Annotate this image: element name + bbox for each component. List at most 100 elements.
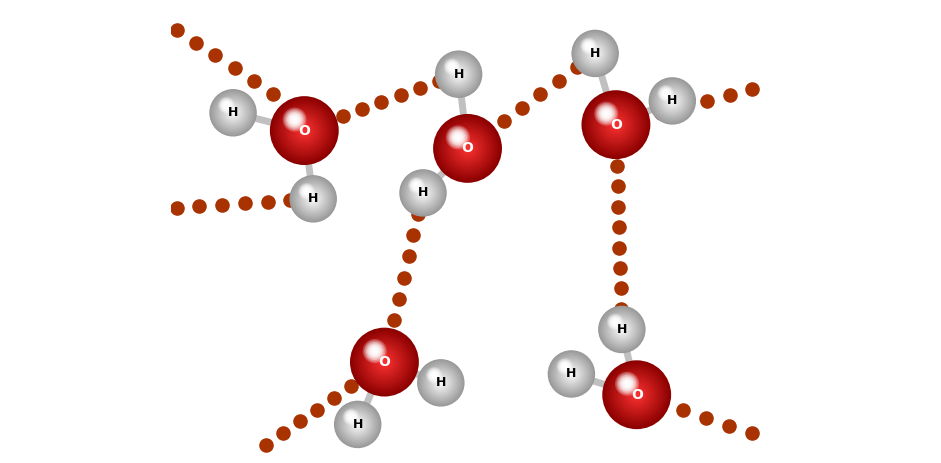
Circle shape xyxy=(596,104,636,145)
Circle shape xyxy=(340,406,375,443)
Circle shape xyxy=(431,373,451,392)
Circle shape xyxy=(293,178,334,219)
Circle shape xyxy=(580,38,610,69)
Circle shape xyxy=(366,344,403,381)
Circle shape xyxy=(614,373,659,417)
Circle shape xyxy=(426,367,442,383)
Circle shape xyxy=(404,173,443,213)
Point xyxy=(630,391,645,399)
Circle shape xyxy=(441,122,494,175)
Text: H: H xyxy=(454,68,464,81)
Circle shape xyxy=(610,318,633,341)
Circle shape xyxy=(568,371,575,377)
Circle shape xyxy=(440,56,477,93)
Circle shape xyxy=(220,100,246,125)
Circle shape xyxy=(447,128,488,169)
Circle shape xyxy=(449,65,468,84)
Circle shape xyxy=(551,354,591,394)
Circle shape xyxy=(224,103,229,107)
Circle shape xyxy=(371,348,398,376)
Circle shape xyxy=(667,95,678,106)
Circle shape xyxy=(651,80,694,122)
Circle shape xyxy=(372,348,377,354)
Circle shape xyxy=(297,124,311,138)
Point xyxy=(343,382,358,389)
Circle shape xyxy=(421,363,460,403)
Circle shape xyxy=(369,345,381,357)
Circle shape xyxy=(564,366,580,382)
Circle shape xyxy=(458,74,459,75)
Circle shape xyxy=(440,382,441,384)
Circle shape xyxy=(419,189,427,197)
Circle shape xyxy=(573,31,617,75)
Circle shape xyxy=(560,363,582,385)
Circle shape xyxy=(467,147,469,150)
Circle shape xyxy=(299,184,313,199)
Circle shape xyxy=(372,350,397,375)
Circle shape xyxy=(607,365,666,425)
Circle shape xyxy=(597,105,635,144)
Circle shape xyxy=(453,68,465,81)
Circle shape xyxy=(352,419,363,430)
Circle shape xyxy=(310,195,317,203)
Circle shape xyxy=(614,321,630,338)
Circle shape xyxy=(271,97,338,164)
Circle shape xyxy=(358,336,411,388)
Circle shape xyxy=(604,113,628,136)
Text: H: H xyxy=(566,368,577,381)
Point xyxy=(587,50,602,57)
Circle shape xyxy=(603,112,629,137)
Circle shape xyxy=(618,325,626,333)
Circle shape xyxy=(400,170,446,216)
Circle shape xyxy=(413,182,420,188)
Circle shape xyxy=(442,57,475,91)
Circle shape xyxy=(399,169,447,217)
Point xyxy=(610,182,625,190)
Point xyxy=(258,442,273,449)
Circle shape xyxy=(219,100,247,126)
Circle shape xyxy=(614,321,630,338)
Point xyxy=(515,104,530,112)
Circle shape xyxy=(409,180,437,206)
Circle shape xyxy=(224,104,242,121)
Point xyxy=(614,326,630,333)
Text: H: H xyxy=(590,47,600,60)
Circle shape xyxy=(436,116,500,181)
Circle shape xyxy=(585,94,646,156)
Circle shape xyxy=(447,63,470,86)
Circle shape xyxy=(550,353,592,394)
Circle shape xyxy=(284,109,305,130)
Circle shape xyxy=(581,38,597,54)
Circle shape xyxy=(344,411,358,423)
Circle shape xyxy=(293,119,316,142)
Circle shape xyxy=(439,381,443,385)
Circle shape xyxy=(231,111,234,114)
Circle shape xyxy=(277,103,332,158)
Circle shape xyxy=(226,106,240,120)
Circle shape xyxy=(613,371,661,419)
Circle shape xyxy=(572,31,618,76)
Circle shape xyxy=(563,365,580,382)
Circle shape xyxy=(305,191,321,207)
Circle shape xyxy=(401,171,445,215)
Circle shape xyxy=(287,112,302,127)
Circle shape xyxy=(455,134,461,140)
Circle shape xyxy=(375,352,395,372)
Point xyxy=(745,430,760,437)
Circle shape xyxy=(648,77,696,125)
Circle shape xyxy=(306,192,320,206)
Circle shape xyxy=(598,306,646,353)
Circle shape xyxy=(632,390,642,399)
Circle shape xyxy=(420,190,426,196)
Circle shape xyxy=(308,194,319,204)
Circle shape xyxy=(272,99,337,163)
Circle shape xyxy=(433,114,502,183)
Circle shape xyxy=(652,81,693,121)
Circle shape xyxy=(290,116,319,145)
Circle shape xyxy=(583,93,648,157)
Point xyxy=(677,103,692,111)
Point xyxy=(192,203,207,210)
Point xyxy=(316,120,331,127)
Circle shape xyxy=(611,319,633,340)
Circle shape xyxy=(410,179,423,192)
